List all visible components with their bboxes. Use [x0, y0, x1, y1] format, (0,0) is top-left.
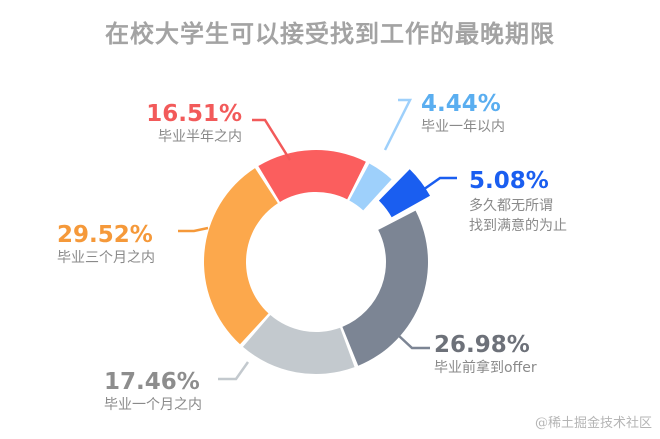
watermark: @稀土掘金技术社区 — [534, 416, 652, 431]
label-pct: 26.98% — [434, 332, 530, 358]
label-caption: 毕业半年之内 — [158, 129, 242, 145]
label-one-month: 17.46% 毕业一个月之内 — [104, 369, 202, 415]
leader-line — [218, 361, 250, 381]
label-pct: 5.08% — [469, 168, 549, 194]
label-pct: 16.51% — [146, 101, 242, 127]
label-before-graduation: 26.98% 毕业前拿到offer — [434, 332, 537, 378]
leader-line — [383, 98, 413, 151]
segment-half-year — [258, 150, 366, 202]
segment-one-month — [242, 315, 355, 375]
segment-three-months — [204, 168, 278, 345]
label-half-year: 16.51% 毕业半年之内 — [110, 101, 242, 147]
label-pct: 29.52% — [57, 222, 153, 248]
label-caption: 找到满意的为止 — [469, 218, 567, 234]
label-caption: 毕业前拿到offer — [434, 360, 537, 376]
label-caption: 毕业三个月之内 — [57, 250, 155, 266]
leader-line — [252, 118, 292, 161]
leader-line — [419, 176, 457, 194]
segment-one-year — [349, 163, 392, 211]
leader-lines — [178, 98, 457, 381]
label-pct: 4.44% — [421, 91, 501, 117]
chart-title: 在校大学生可以接受找到工作的最晚期限 — [105, 20, 555, 48]
leader-line — [397, 334, 430, 350]
donut-segments — [204, 150, 431, 375]
label-pct: 17.46% — [104, 369, 200, 395]
label-caption: 多久都无所谓 — [469, 198, 553, 214]
label-three-months: 29.52% 毕业三个月之内 — [57, 222, 155, 268]
label-caption: 毕业一年以内 — [421, 119, 505, 135]
label-no-matter: 5.08% 多久都无所谓 找到满意的为止 — [469, 168, 567, 236]
segment-before-graduation — [342, 210, 428, 366]
leader-line — [178, 226, 209, 233]
segment-no-matter — [378, 169, 431, 218]
label-one-year: 4.44% 毕业一年以内 — [421, 91, 505, 137]
label-caption: 毕业一个月之内 — [104, 397, 202, 413]
